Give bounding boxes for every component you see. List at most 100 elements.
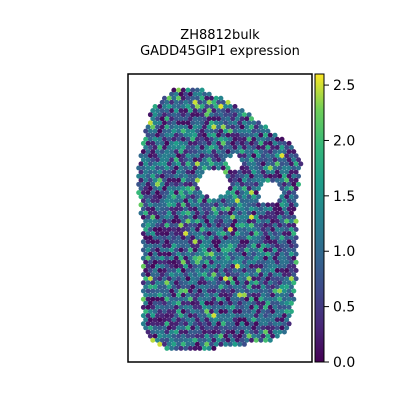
expression-spot bbox=[206, 108, 212, 114]
expression-spot bbox=[277, 214, 283, 220]
expression-spot bbox=[192, 296, 198, 302]
expression-spot bbox=[234, 181, 240, 187]
colorbar: 0.00.51.01.52.02.5 bbox=[314, 73, 355, 371]
expression-spot bbox=[225, 124, 231, 130]
expression-spot bbox=[220, 149, 226, 155]
expression-spot bbox=[216, 198, 222, 204]
expression-spot bbox=[267, 321, 273, 327]
expression-spot bbox=[241, 333, 247, 339]
expression-spot bbox=[244, 296, 250, 302]
expression-spot bbox=[288, 309, 294, 314]
expression-spot bbox=[204, 136, 210, 142]
expression-spot bbox=[246, 292, 252, 298]
expression-spot bbox=[209, 243, 214, 249]
expression-spot bbox=[157, 194, 163, 200]
expression-spot bbox=[145, 280, 151, 286]
expression-spot bbox=[180, 186, 186, 191]
expression-spot bbox=[216, 329, 222, 335]
expression-spot bbox=[143, 161, 149, 167]
expression-spot bbox=[206, 329, 212, 335]
expression-spot bbox=[284, 186, 290, 191]
expression-spot bbox=[239, 247, 245, 253]
expression-spot bbox=[260, 227, 266, 232]
expression-spot bbox=[169, 149, 175, 155]
expression-spot bbox=[249, 157, 254, 163]
expression-spot bbox=[241, 128, 247, 134]
expression-spot bbox=[197, 140, 203, 146]
expression-spot bbox=[246, 218, 252, 224]
expression-spot bbox=[178, 124, 184, 130]
expression-spot bbox=[258, 181, 264, 187]
expression-spot bbox=[152, 309, 158, 314]
expression-spot bbox=[253, 165, 259, 171]
expression-spot bbox=[204, 309, 210, 314]
expression-spot bbox=[267, 280, 273, 286]
expression-spot bbox=[232, 120, 238, 126]
expression-spot bbox=[176, 169, 182, 175]
expression-spot bbox=[253, 181, 259, 187]
expression-spot bbox=[176, 284, 182, 290]
expression-spot bbox=[192, 108, 198, 114]
expression-spot bbox=[258, 140, 264, 146]
expression-spot bbox=[159, 116, 165, 122]
expression-spot bbox=[277, 239, 283, 245]
expression-spot bbox=[234, 313, 240, 319]
expression-spot bbox=[150, 108, 156, 114]
expression-spot bbox=[234, 337, 240, 343]
expression-spot bbox=[277, 165, 283, 171]
expression-spot bbox=[155, 280, 160, 286]
expression-spot bbox=[265, 128, 271, 134]
expression-spot bbox=[230, 280, 236, 286]
expression-spot bbox=[202, 321, 207, 327]
expression-spot bbox=[157, 169, 163, 175]
expression-spot bbox=[171, 128, 177, 134]
expression-spot bbox=[267, 165, 273, 171]
expression-spot bbox=[234, 206, 240, 212]
expression-spot bbox=[237, 128, 243, 134]
expression-spot bbox=[253, 288, 259, 294]
expression-spot bbox=[251, 292, 257, 298]
expression-spot bbox=[159, 255, 165, 261]
expression-spot bbox=[176, 202, 182, 208]
expression-spot bbox=[227, 284, 233, 290]
expression-spot bbox=[286, 304, 292, 310]
expression-spot bbox=[162, 292, 167, 298]
expression-spot bbox=[190, 194, 196, 200]
expression-spot bbox=[286, 313, 292, 319]
expression-spot bbox=[155, 239, 160, 245]
expression-spot bbox=[256, 317, 261, 323]
expression-spot bbox=[220, 165, 226, 171]
expression-spot bbox=[197, 149, 203, 155]
expression-spot bbox=[194, 161, 200, 167]
expression-spot bbox=[157, 112, 163, 118]
expression-spot bbox=[166, 161, 172, 167]
expression-spot bbox=[185, 87, 191, 93]
expression-spot bbox=[265, 210, 271, 216]
expression-spot bbox=[241, 218, 247, 224]
expression-spot bbox=[164, 116, 170, 122]
expression-spot bbox=[274, 145, 280, 150]
expression-spot bbox=[284, 218, 290, 224]
expression-spot bbox=[185, 210, 191, 216]
expression-spot bbox=[190, 202, 196, 208]
expression-spot bbox=[270, 169, 276, 175]
expression-spot bbox=[244, 272, 250, 278]
expression-spot bbox=[152, 292, 158, 298]
expression-spot bbox=[281, 181, 287, 187]
expression-spot bbox=[244, 280, 250, 286]
expression-spot bbox=[209, 276, 214, 282]
expression-spot bbox=[169, 124, 175, 130]
expression-spot bbox=[286, 255, 292, 261]
expression-spot bbox=[281, 288, 287, 294]
expression-spot bbox=[159, 165, 165, 171]
expression-spot bbox=[284, 292, 290, 298]
expression-spot bbox=[234, 296, 240, 302]
expression-spot bbox=[211, 321, 217, 327]
expression-spot bbox=[152, 317, 158, 323]
expression-spot bbox=[171, 341, 177, 347]
expression-spot bbox=[162, 186, 167, 191]
expression-spot bbox=[155, 132, 160, 138]
expression-spot bbox=[171, 95, 177, 101]
expression-spot bbox=[288, 243, 294, 249]
